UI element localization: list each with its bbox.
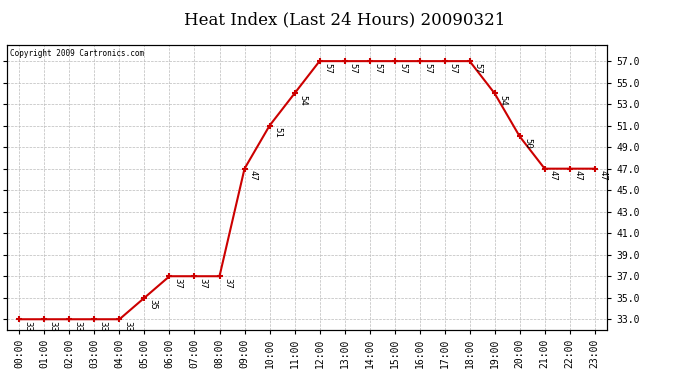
Text: 57: 57 xyxy=(424,63,433,73)
Text: 33: 33 xyxy=(23,321,32,332)
Text: 54: 54 xyxy=(499,95,508,105)
Text: 57: 57 xyxy=(374,63,383,73)
Text: 51: 51 xyxy=(274,127,283,138)
Text: 33: 33 xyxy=(48,321,57,332)
Text: 57: 57 xyxy=(324,63,333,73)
Text: 35: 35 xyxy=(148,299,157,310)
Text: 33: 33 xyxy=(74,321,83,332)
Text: 47: 47 xyxy=(574,170,583,181)
Text: 57: 57 xyxy=(348,63,357,73)
Text: 54: 54 xyxy=(299,95,308,105)
Text: 47: 47 xyxy=(599,170,608,181)
Text: 33: 33 xyxy=(124,321,132,332)
Text: Copyright 2009 Cartronics.com: Copyright 2009 Cartronics.com xyxy=(10,49,144,58)
Text: 50: 50 xyxy=(524,138,533,148)
Text: 33: 33 xyxy=(99,321,108,332)
Text: 37: 37 xyxy=(174,278,183,288)
Text: 37: 37 xyxy=(224,278,233,288)
Text: 57: 57 xyxy=(399,63,408,73)
Text: 47: 47 xyxy=(549,170,558,181)
Text: 37: 37 xyxy=(199,278,208,288)
Text: 47: 47 xyxy=(248,170,257,181)
Text: Heat Index (Last 24 Hours) 20090321: Heat Index (Last 24 Hours) 20090321 xyxy=(184,11,506,28)
Text: 57: 57 xyxy=(474,63,483,73)
Text: 57: 57 xyxy=(448,63,457,73)
